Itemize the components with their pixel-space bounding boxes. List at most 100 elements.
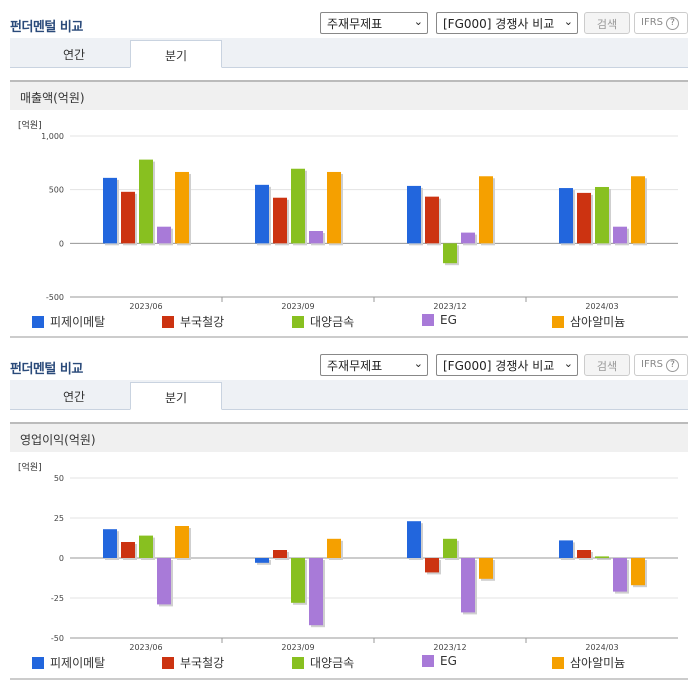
bar [121, 191, 135, 244]
bar [595, 556, 609, 558]
bar [139, 159, 153, 244]
x-tick-label: 2023/09 [281, 643, 314, 652]
legend-item[interactable]: 삼아알미늄 [552, 654, 625, 671]
legend-swatch [32, 657, 44, 669]
bar [425, 558, 439, 573]
legend-item[interactable]: 부국철강 [162, 654, 224, 671]
bar [461, 232, 475, 244]
bar [327, 538, 341, 558]
statement-select-value: 주재무제표 [327, 17, 383, 31]
legend-swatch [552, 316, 564, 328]
legend-label: 대양금속 [310, 315, 355, 329]
bar [121, 542, 135, 558]
ifrs-button[interactable]: IFRS? [634, 354, 688, 376]
bar [425, 196, 439, 244]
y-tick-label: 0 [59, 239, 64, 248]
chevron-down-icon: ⌄ [563, 15, 573, 28]
bar [327, 171, 341, 244]
help-icon[interactable]: ? [666, 17, 679, 30]
divider [10, 678, 688, 680]
bar [175, 526, 189, 558]
bar [443, 243, 457, 264]
legend-label: 피제이메탈 [50, 656, 106, 670]
bar [407, 521, 421, 558]
chevron-down-icon: ⌄ [413, 357, 423, 370]
legend-item[interactable]: 대양금속 [292, 313, 354, 330]
compare-select[interactable]: [FG000] 경쟁사 비교 ⌄ [436, 354, 578, 376]
bar [139, 535, 153, 558]
chart-title-band: 매출액(억원) [10, 80, 688, 110]
x-tick-label: 2023/12 [433, 643, 466, 652]
legend-swatch [422, 655, 434, 667]
bar [407, 185, 421, 244]
ifrs-label: IFRS [641, 17, 663, 28]
legend-label: 부국철강 [180, 656, 225, 670]
statement-select[interactable]: 주재무제표 ⌄ [320, 12, 428, 34]
y-tick-label: -25 [51, 594, 64, 603]
tab-annual[interactable]: 연간 [62, 390, 86, 404]
panel-header: 펀더멘털 비교 주재무제표 ⌄ [FG000] 경쟁사 비교 ⌄ 검색 IFRS… [0, 4, 696, 40]
divider [10, 336, 688, 338]
revenue-chart: [억원] -500 0 500 1,000 2023/06 2023/09 2023/12 20… [18, 119, 678, 311]
bar [273, 197, 287, 244]
legend-label: EG [440, 313, 457, 327]
search-button[interactable]: 검색 [584, 12, 630, 34]
legend-swatch [422, 314, 434, 326]
x-tick-label: 2023/09 [281, 302, 314, 311]
bar [255, 558, 269, 563]
bar [273, 550, 287, 558]
x-tick-label: 2023/12 [433, 302, 466, 311]
legend-label: 삼아알미늄 [570, 315, 626, 329]
bar [175, 171, 189, 244]
compare-select-value: [FG000] 경쟁사 비교 [443, 17, 555, 31]
y-tick-label: 1,000 [41, 132, 64, 141]
bar [559, 188, 573, 244]
bar [595, 186, 609, 244]
y-tick-label: 50 [54, 474, 64, 483]
legend-item[interactable]: 대양금속 [292, 654, 354, 671]
legend-item[interactable]: 부국철강 [162, 313, 224, 330]
legend-item[interactable]: EG [422, 313, 457, 327]
legend-item[interactable]: 피제이메탈 [32, 654, 105, 671]
legend-item[interactable]: 피제이메탈 [32, 313, 105, 330]
search-button[interactable]: 검색 [584, 354, 630, 376]
compare-select[interactable]: [FG000] 경쟁사 비교 ⌄ [436, 12, 578, 34]
tab-quarterly[interactable]: 분기 [130, 40, 222, 68]
chart-title-band: 영업이익(억원) [10, 422, 688, 452]
legend-label: 대양금속 [310, 656, 355, 670]
x-tick-label: 2024/03 [585, 643, 618, 652]
unit-label: [억원] [18, 119, 42, 131]
section-title: 펀더멘털 비교 [10, 362, 83, 377]
period-tabs: 연간 분기 [10, 380, 688, 410]
bar [157, 558, 171, 605]
ifrs-button[interactable]: IFRS? [634, 12, 688, 34]
bar [157, 226, 171, 244]
bar [103, 177, 117, 244]
tab-quarterly[interactable]: 분기 [130, 382, 222, 410]
bar [613, 226, 627, 244]
x-tick-label: 2023/06 [129, 643, 162, 652]
legend-item[interactable]: 삼아알미늄 [552, 313, 625, 330]
help-icon[interactable]: ? [666, 359, 679, 372]
statement-select[interactable]: 주재무제표 ⌄ [320, 354, 428, 376]
legend-item[interactable]: EG [422, 654, 457, 668]
tab-annual[interactable]: 연간 [62, 48, 86, 62]
legend-swatch [162, 316, 174, 328]
bar-shadow [597, 558, 611, 560]
legend-swatch [292, 316, 304, 328]
bar [613, 558, 627, 592]
operating-profit-chart: [억원] -50 -25 0 25 50 2023/06 2023/09 2023/12 2024… [18, 461, 678, 652]
legend-swatch [552, 657, 564, 669]
unit-label: [억원] [18, 461, 42, 473]
legend-swatch [32, 316, 44, 328]
y-tick-label: 25 [54, 514, 64, 523]
bar [309, 558, 323, 626]
statement-select-value: 주재무제표 [327, 359, 383, 373]
compare-select-value: [FG000] 경쟁사 비교 [443, 359, 555, 373]
section-title: 펀더멘털 비교 [10, 20, 83, 35]
legend-swatch [162, 657, 174, 669]
legend-swatch [292, 657, 304, 669]
bar [577, 192, 591, 244]
bar [309, 230, 323, 244]
chevron-down-icon: ⌄ [413, 15, 423, 28]
